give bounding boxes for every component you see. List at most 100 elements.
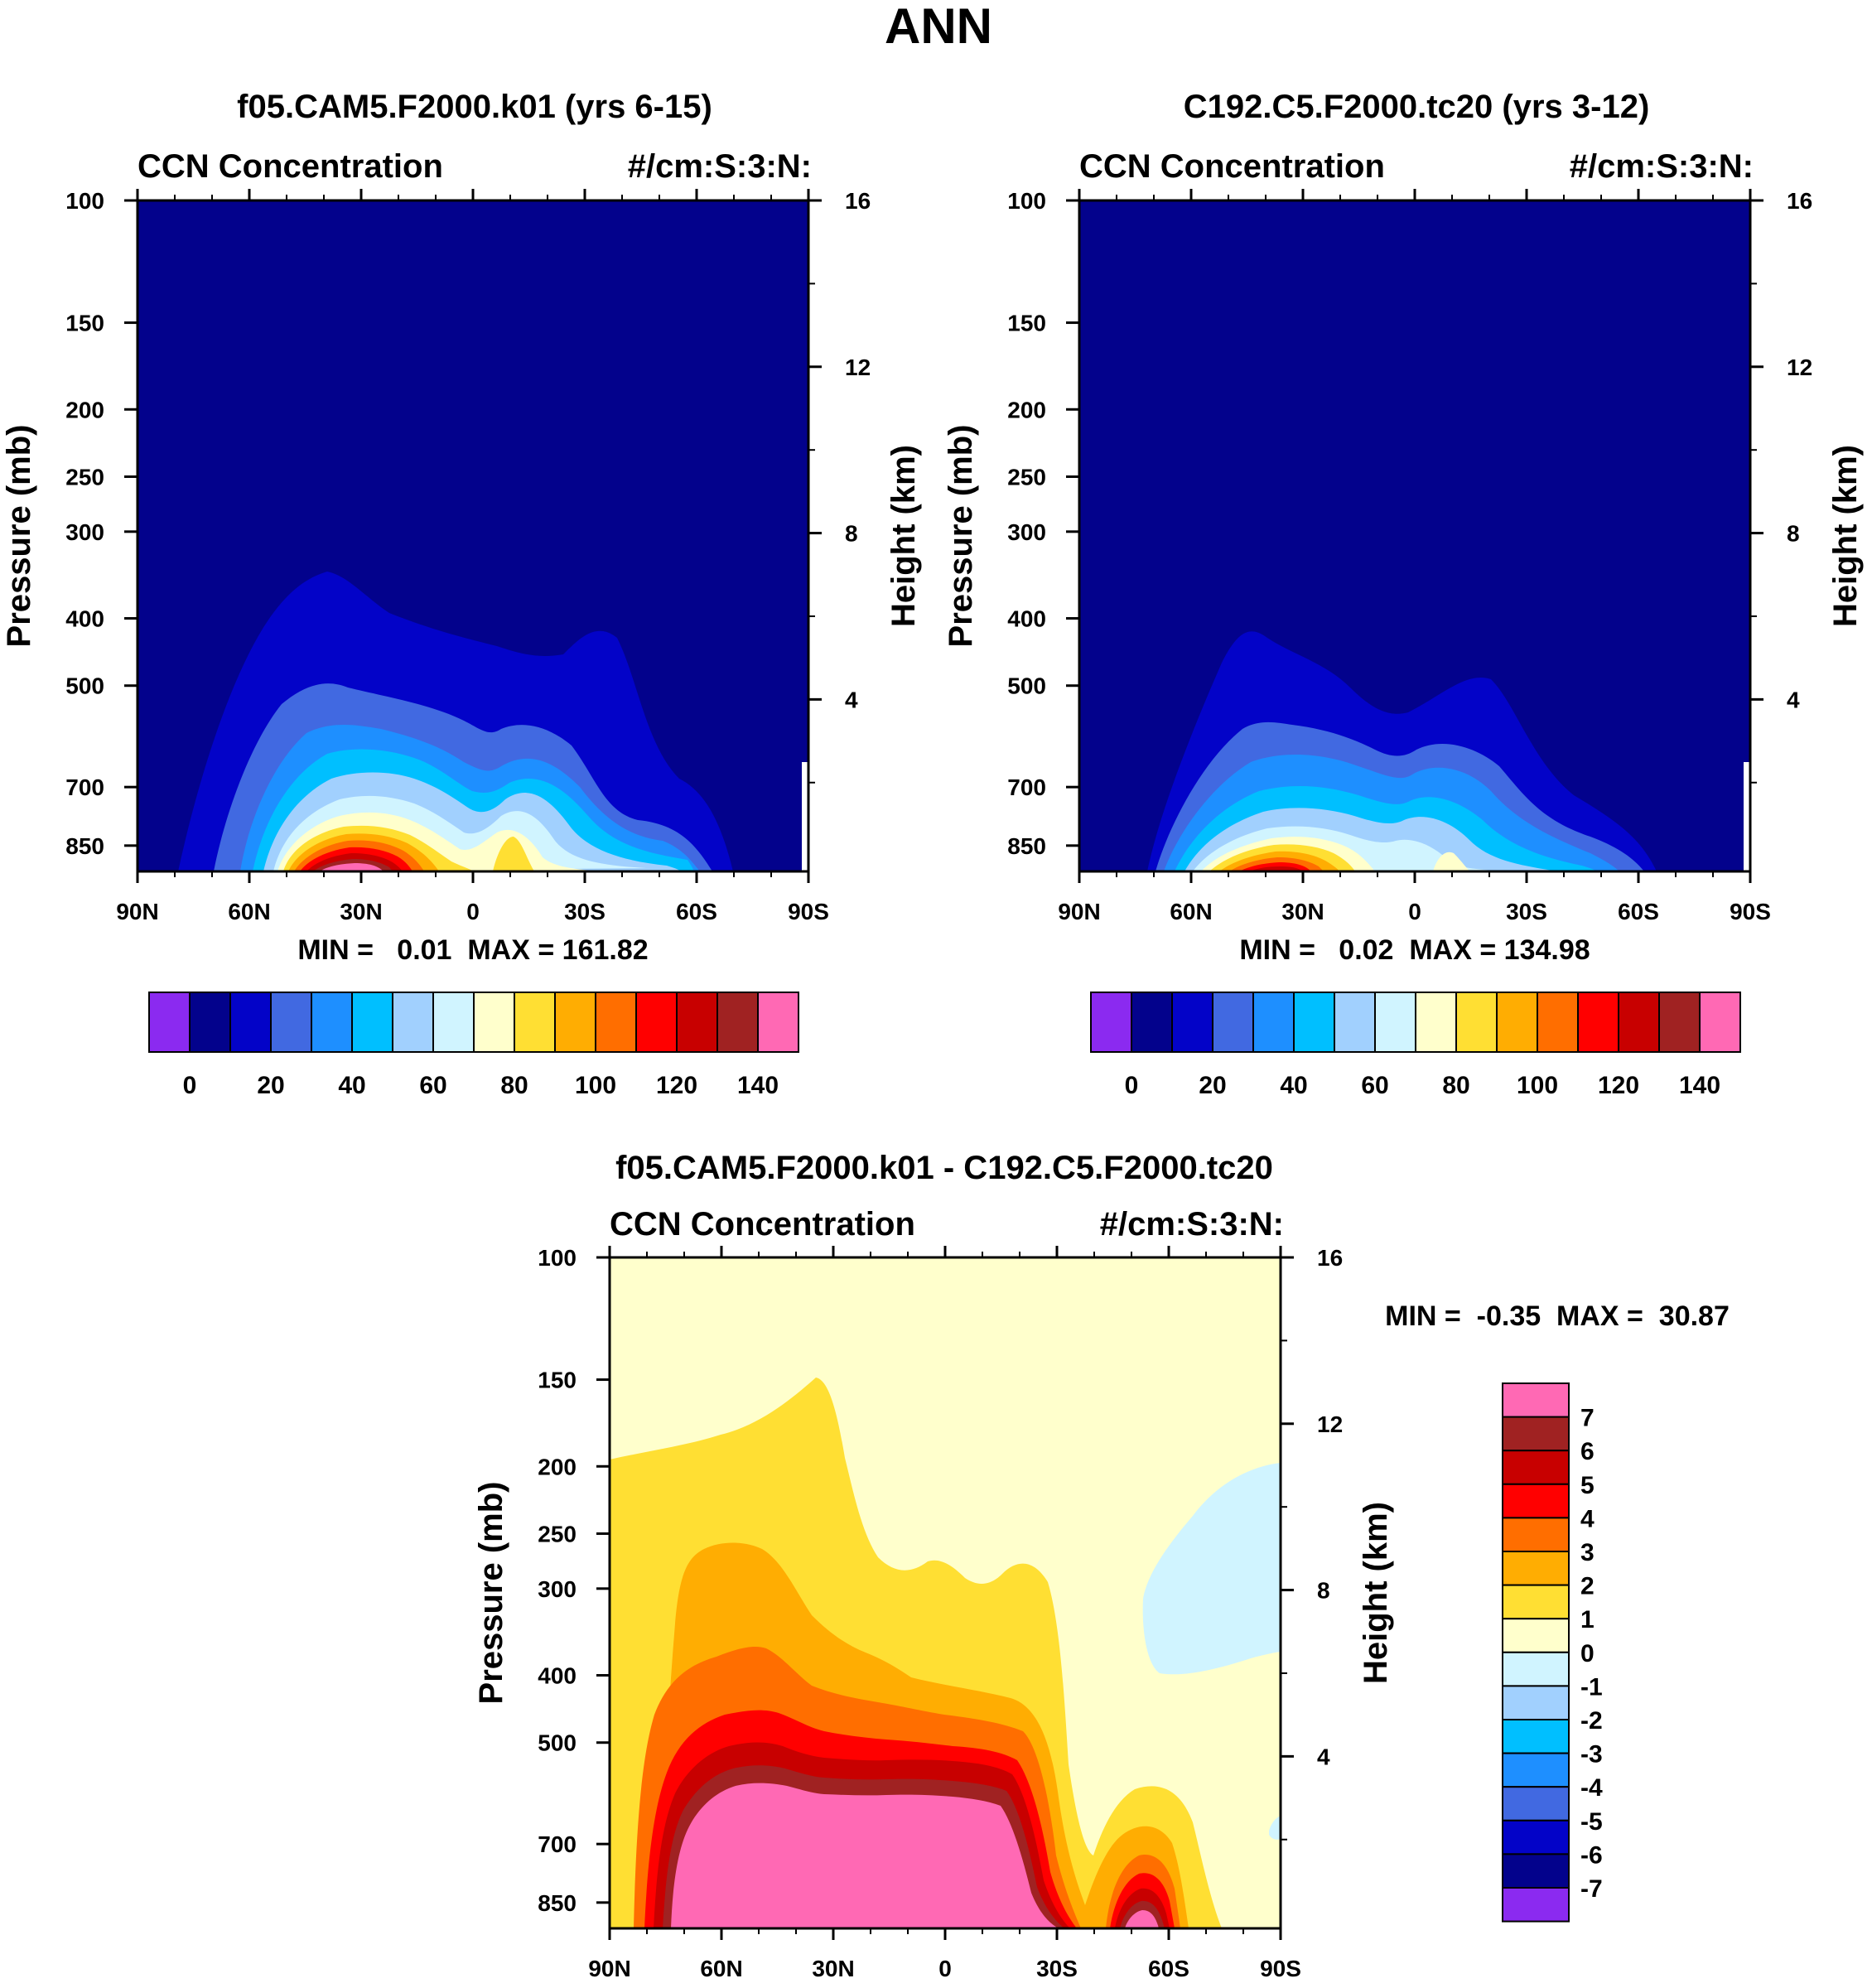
colorbar-box <box>1502 1450 1570 1485</box>
panel-1-ylabel: Pressure (mb) <box>1 425 37 648</box>
colorbar-box <box>1496 992 1538 1053</box>
panel-3-left-label: CCN Concentration <box>610 1206 915 1242</box>
panel-2-title: C192.C5.F2000.tc20 (yrs 3-12) <box>1184 89 1650 125</box>
x-tick-label: 30N <box>1281 899 1324 924</box>
panel-2-axes: 90N 60N 30N 0 30S 60S 90S 100 150 200 250 300 400 500… <box>1007 188 1812 924</box>
panel-1: f05.CAM5.F2000.k01 (yrs 6-15) CCN Concen… <box>1 89 922 1099</box>
colorbar-box <box>635 992 678 1053</box>
colorbar-box <box>432 992 475 1053</box>
panel-1-plot-area <box>138 200 808 871</box>
colorbar-label: 60 <box>1361 1072 1388 1099</box>
y-tick-label: 700 <box>538 1831 577 1857</box>
colorbar-label: 1 <box>1580 1606 1595 1633</box>
colorbar-label: -7 <box>1580 1875 1603 1903</box>
y-tick-label: 200 <box>65 397 104 422</box>
y2-tick-label: 8 <box>1787 521 1800 547</box>
colorbar-label: 20 <box>1199 1072 1226 1099</box>
panel-1-y2label: Height (km) <box>885 445 922 627</box>
colorbar-box <box>229 992 272 1053</box>
y-tick-label: 700 <box>65 774 104 800</box>
y2-tick-label: 12 <box>1787 355 1812 380</box>
colorbar-label: 80 <box>1442 1072 1469 1099</box>
colorbar-box <box>189 992 231 1053</box>
y-tick-label: 150 <box>1007 311 1046 336</box>
y-tick-label: 250 <box>538 1521 577 1546</box>
colorbar-box <box>1699 992 1741 1053</box>
colorbar-label: 100 <box>1517 1072 1558 1099</box>
panel-3-colorbar: 7 6 5 4 3 2 1 0 -1 -2 -3 -4 -5 -6 -7 <box>1502 1382 1603 1923</box>
colorbar-box <box>1502 1483 1570 1519</box>
y-tick-label: 300 <box>65 519 104 545</box>
missing-data-strip <box>802 762 808 871</box>
colorbar-label: 0 <box>1125 1072 1139 1099</box>
contour-fill-140 <box>320 863 384 871</box>
colorbar-label: 7 <box>1580 1405 1595 1432</box>
colorbar-label: 0 <box>183 1072 197 1099</box>
colorbar-box <box>1618 992 1660 1053</box>
panel-2-left-label: CCN Concentration <box>1079 148 1385 185</box>
y-tick-label: 150 <box>65 311 104 336</box>
x-tick-label: 60S <box>1618 899 1659 924</box>
colorbar-label: -5 <box>1580 1808 1603 1836</box>
x-tick-label: 30S <box>1506 899 1547 924</box>
panel-2-colorbar: 0 20 40 60 80 100 120 140 <box>1090 992 1741 1099</box>
colorbar-box <box>1502 1685 1570 1721</box>
colorbar-label: 40 <box>338 1072 365 1099</box>
y2-tick-label: 4 <box>845 687 858 712</box>
x-tick-label: 90S <box>788 899 829 924</box>
colorbar-box <box>1502 1819 1570 1855</box>
colorbar-box <box>676 992 718 1053</box>
y-tick-label: 200 <box>538 1454 577 1479</box>
y2-tick-label: 12 <box>1317 1411 1343 1437</box>
colorbar-box <box>1131 992 1173 1053</box>
y-tick-label: 400 <box>1007 606 1046 632</box>
colorbar-box <box>757 992 799 1053</box>
missing-data-strip <box>1744 762 1750 871</box>
y2-tick-label: 12 <box>845 355 871 380</box>
x-tick-label: 30S <box>564 899 606 924</box>
panel-2-stats: MIN = 0.02 MAX = 134.98 <box>1239 934 1590 966</box>
colorbar-box <box>514 992 556 1053</box>
panel-1-left-label: CCN Concentration <box>138 148 443 185</box>
colorbar-box <box>392 992 434 1053</box>
colorbar-label: 5 <box>1580 1472 1595 1499</box>
panel-3-y2label: Height (km) <box>1358 1502 1394 1684</box>
y2-tick-label: 16 <box>1787 188 1812 214</box>
colorbar-box <box>554 992 596 1053</box>
y2-tick-label: 4 <box>1317 1744 1330 1769</box>
y2-tick-label: 8 <box>845 521 858 547</box>
colorbar-label: -6 <box>1580 1841 1603 1869</box>
x-tick-label: 0 <box>466 899 480 924</box>
y-tick-label: 500 <box>1007 673 1046 699</box>
x-tick-label: 90N <box>1058 899 1100 924</box>
x-tick-label: 60N <box>1170 899 1212 924</box>
panel-3-stats: MIN = -0.35 MAX = 30.87 <box>1385 1300 1730 1332</box>
x-tick-label: 60S <box>1148 1956 1189 1981</box>
y-tick-label: 150 <box>538 1368 577 1393</box>
figure-title: ANN <box>885 0 992 54</box>
colorbar-box <box>1502 1551 1570 1586</box>
x-tick-label: 30S <box>1036 1956 1078 1981</box>
panel-2-plot-area <box>1079 200 1750 871</box>
x-tick-label: 90N <box>588 1956 630 1981</box>
colorbar-box <box>1293 992 1335 1053</box>
colorbar-label: -2 <box>1580 1707 1603 1735</box>
panel-3: f05.CAM5.F2000.k01 - C192.C5.F2000.tc20 … <box>473 1150 1730 1981</box>
panel-3-title: f05.CAM5.F2000.k01 - C192.C5.F2000.tc20 <box>615 1150 1273 1186</box>
colorbar-box <box>1415 992 1457 1053</box>
panel-3-right-label: #/cm:S:3:N: <box>1100 1206 1284 1242</box>
colorbar-box <box>1455 992 1498 1053</box>
panel-2-ylabel: Pressure (mb) <box>943 425 979 648</box>
y-tick-label: 100 <box>538 1245 577 1271</box>
colorbar-box <box>311 992 353 1053</box>
colorbar-label: 100 <box>575 1072 616 1099</box>
colorbar-label: 60 <box>419 1072 446 1099</box>
panel-1-colorbar: 0 20 40 60 80 100 120 140 <box>148 992 799 1099</box>
y-tick-label: 250 <box>65 464 104 490</box>
y-tick-label: 100 <box>65 188 104 214</box>
colorbar-label: 20 <box>257 1072 284 1099</box>
colorbar-label: -4 <box>1580 1774 1603 1802</box>
colorbar-label: 0 <box>1580 1640 1595 1667</box>
colorbar-box <box>1502 1853 1570 1889</box>
